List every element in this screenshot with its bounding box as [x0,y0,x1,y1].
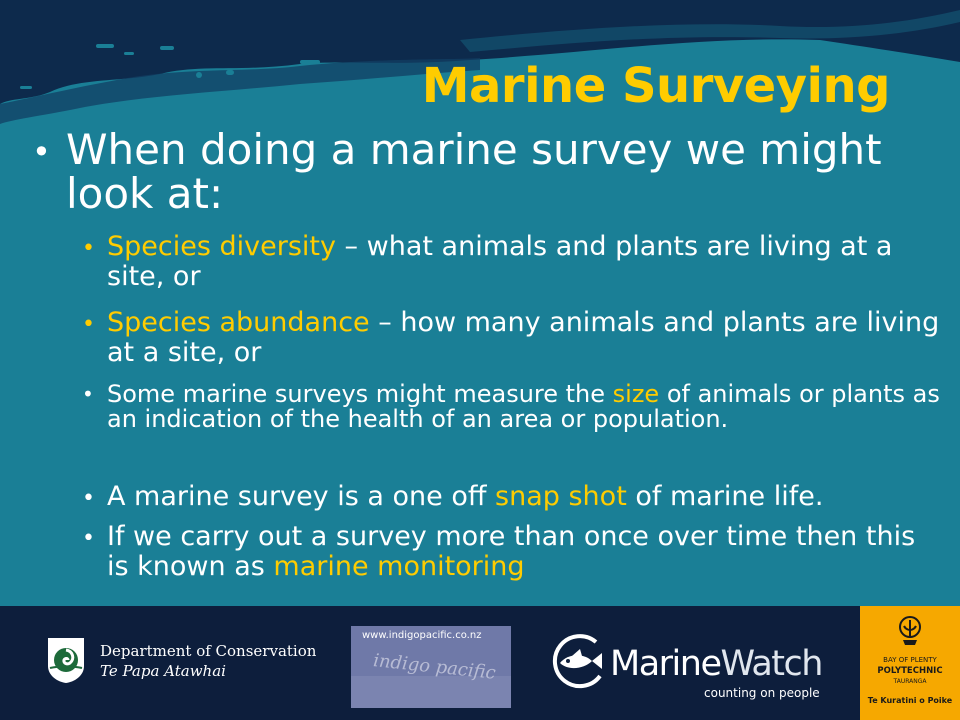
doc-maori-name: Te Papa Atawhai [100,662,226,680]
sub-bullet-size: • Some marine surveys might measure the … [82,382,942,432]
doc-fern-emblem-icon [48,638,84,683]
bop-line-3: TAURANGA [893,678,927,685]
bullet-marker: • [82,236,95,261]
bullet-marker: • [82,382,94,406]
indigo-pacific-image: indigo pacific www.indigopacific.co.nz [351,626,511,708]
footer-logo-bar: Department of Conservation Te Papa Atawh… [0,606,960,720]
bullet-text: Some marine surveys might measure the si… [107,380,940,433]
bullet-text: If we carry out a survey more than once … [107,521,916,582]
marinewatch-logo: MarineWatch counting on people [546,630,826,700]
sub-bullet-snap-shot: • A marine survey is a one off snap shot… [82,482,942,512]
slide-title: Marine Surveying [421,58,891,114]
bullet-text: When doing a marine survey we might look… [66,125,882,218]
bullet-text: A marine survey is a one off snap shot o… [107,481,824,512]
fish-circle-icon [552,634,602,689]
bop-emblem-icon [899,616,921,645]
doc-logo: Department of Conservation Te Papa Atawh… [46,636,346,686]
bop-maori-name: Te Kuratini o Poike [867,696,953,705]
bullet-text: Species diversity – what animals and pla… [107,231,893,292]
sand-writing-image: indigo pacific [351,626,511,708]
bullet-text: Species abundance – how many animals and… [107,307,940,368]
bullet-marker: • [32,133,51,171]
indigo-url: www.indigopacific.co.nz [362,630,482,641]
bop-polytechnic-logo: BAY OF PLENTY POLYTECHNIC TAURANGA Te Ku… [860,606,960,720]
header-wave-background [0,0,960,124]
bop-line-2: POLYTECHNIC [877,666,943,676]
sub-bullet-monitoring: • If we carry out a survey more than onc… [82,522,942,582]
main-bullet: • When doing a marine survey we might lo… [32,128,932,216]
marinewatch-tagline: counting on people [704,686,820,700]
bullet-marker: • [82,312,95,337]
bullet-marker: • [82,526,95,551]
doc-name: Department of Conservation [100,642,317,660]
marinewatch-name: MarineWatch [610,644,823,684]
bullet-marker: • [82,486,95,511]
bop-line-1: BAY OF PLENTY [883,656,937,664]
sub-bullet-species-abundance: • Species abundance – how many animals a… [82,308,942,368]
sub-bullet-species-diversity: • Species diversity – what animals and p… [82,232,942,292]
